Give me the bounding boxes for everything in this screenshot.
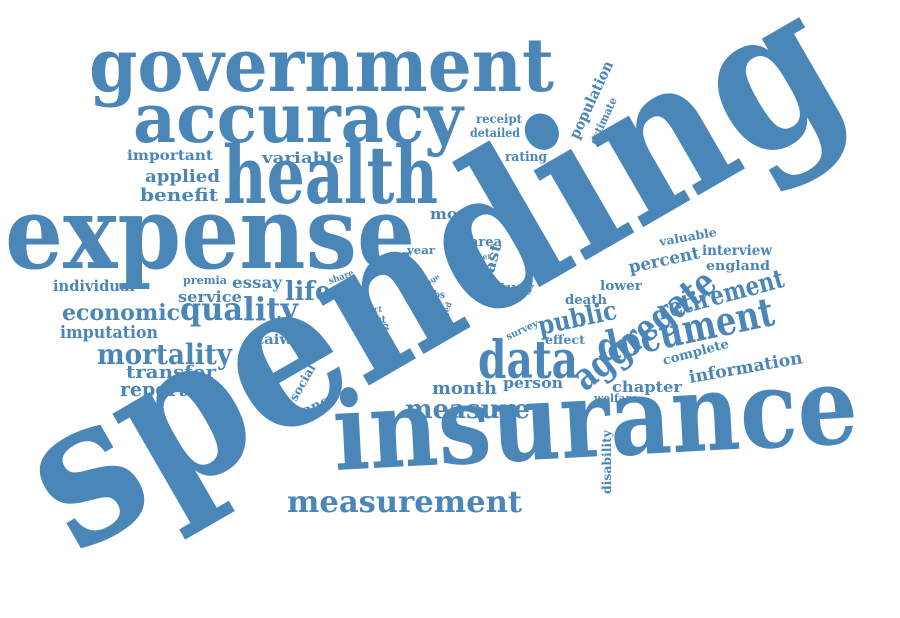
word-expense: expense (5, 174, 415, 292)
word-imputation: imputation (60, 323, 158, 343)
word-reported: reported (120, 377, 212, 401)
word-chapter: chapter (612, 378, 683, 396)
word-essay: essay (232, 273, 283, 292)
word-insurance: insurance (330, 343, 861, 496)
word-year: year (406, 244, 435, 257)
word-benefit: benefit (140, 185, 219, 206)
word-applied: applied (145, 167, 220, 187)
word-data: data (478, 330, 578, 391)
word-measure: measure (405, 395, 530, 425)
word-detailed: detailed (470, 126, 521, 140)
word-disability: disability (600, 429, 614, 494)
word-study: study (492, 281, 534, 296)
word-individual: individual (53, 277, 135, 295)
word-affect: affect (356, 315, 386, 326)
word-transfer: transfer (126, 362, 217, 383)
word-life: life (285, 277, 331, 307)
word-effect: effect (545, 333, 585, 347)
word-government: government (89, 23, 554, 109)
word-receipt: receipt (476, 112, 522, 126)
word-cloud-words: spending government accuracy health expe… (0, 0, 879, 597)
word-welfare: welfare (593, 392, 638, 405)
word-accuracy: accuracy (133, 79, 465, 159)
word-lower: lower (600, 279, 642, 294)
word-quality: quality (180, 290, 299, 328)
word-interview: interview (702, 243, 773, 259)
word-rating: rating (505, 150, 547, 165)
word-england: england (706, 259, 770, 274)
word-health: health (223, 128, 438, 222)
word-measurement: measurement (287, 485, 522, 520)
word-economic: economic (62, 300, 180, 326)
word-death: death (565, 293, 608, 308)
word-area: area (470, 235, 503, 250)
word-mortality: mortality (97, 338, 233, 371)
word-taiwan: taiwan (257, 332, 313, 348)
word-premia: premia (183, 274, 227, 287)
word-person: person (503, 374, 563, 392)
word-variable: variable (261, 149, 344, 167)
word-service: service (178, 288, 242, 306)
word-older: older (469, 250, 493, 264)
word-more: more (430, 205, 476, 223)
word-fact: fact (366, 304, 382, 314)
word-mcbs: mcbs (419, 290, 445, 301)
word-month: month (432, 378, 497, 399)
word-important: important (127, 148, 214, 164)
